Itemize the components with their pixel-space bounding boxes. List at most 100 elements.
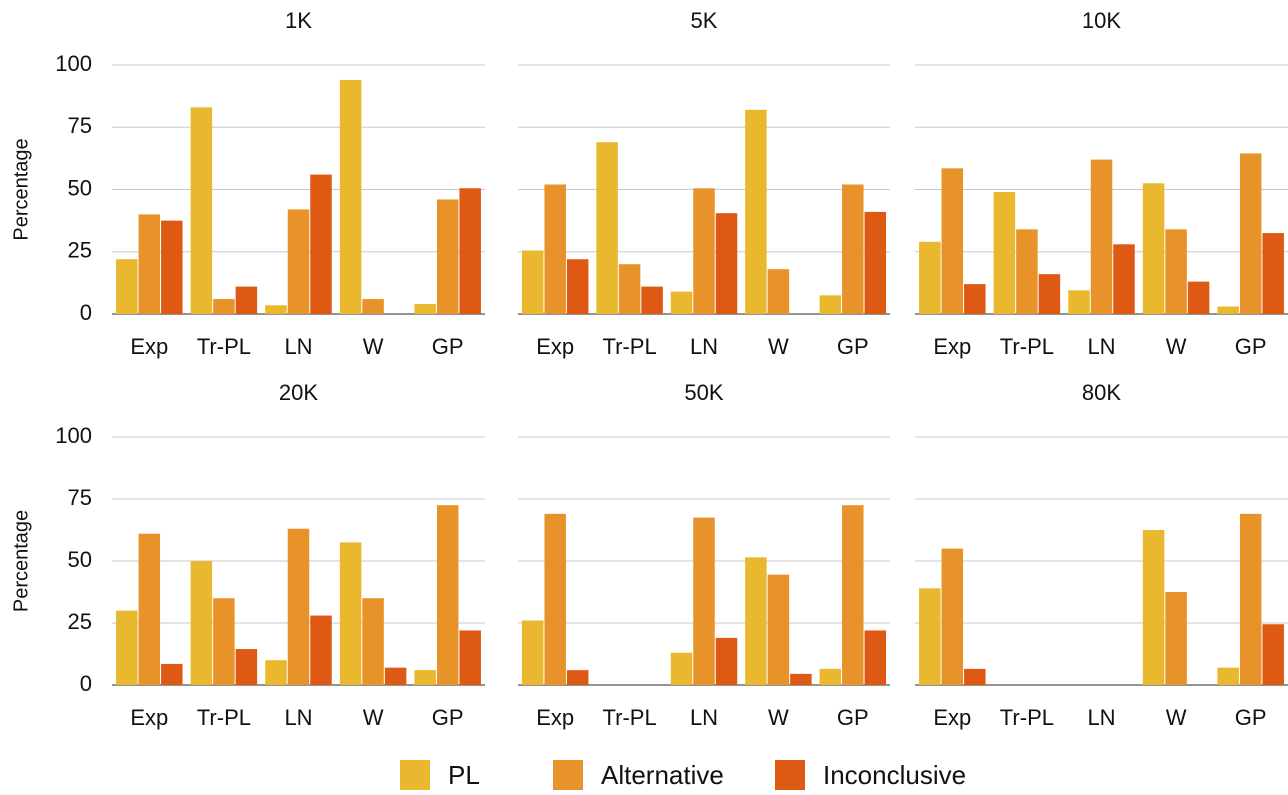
bar [161,663,183,685]
bar [544,513,566,685]
x-tick-label: GP [432,705,464,730]
x-tick-label: Exp [130,705,168,730]
bar [384,667,407,685]
x-tick-label: GP [837,334,869,359]
bar [1187,281,1210,314]
bar [1165,229,1187,314]
y-tick-label: 100 [55,423,92,448]
x-tick-label: Tr-PL [1000,334,1054,359]
legend-label: PL [448,760,480,790]
y-tick-label: 25 [68,609,92,634]
legend-swatch [775,760,805,790]
x-tick-label: LN [1087,705,1115,730]
x-tick-label: GP [1235,334,1267,359]
bar [414,304,436,314]
bar [1217,306,1239,314]
bar [287,528,310,685]
bar [693,517,715,685]
y-tick-label: 50 [68,547,92,572]
x-tick-label: LN [690,705,718,730]
x-tick-label: W [768,334,789,359]
y-tick-label: 25 [68,238,92,263]
bar [436,199,459,314]
x-tick-label: Tr-PL [603,705,657,730]
x-tick-label: Tr-PL [197,705,251,730]
x-tick-label: GP [837,705,869,730]
bar [310,174,332,314]
bar [566,670,589,685]
bar [362,598,384,685]
bar [693,188,715,314]
bar [919,588,941,685]
bar [310,615,332,685]
bar [287,209,310,314]
bar [521,620,544,685]
x-tick-label: GP [1235,705,1267,730]
bar [767,574,790,685]
bar [459,630,481,685]
legend-swatch [400,760,430,790]
x-tick-label: W [363,334,384,359]
bar [1113,244,1135,314]
bar [414,670,436,685]
bar [265,305,287,314]
bar [161,220,183,314]
x-tick-label: W [1166,334,1187,359]
bar [618,264,641,314]
y-tick-label: 50 [68,175,92,200]
bar [715,637,738,685]
bar [339,79,362,314]
bar [941,548,964,685]
chart-title: 10K [1082,8,1121,33]
x-tick-label: Exp [536,334,574,359]
bar [1068,290,1090,314]
chart-title: 1K [285,8,312,33]
bar [790,673,812,685]
chart-title: 50K [684,380,723,405]
bar [842,184,864,314]
bar [596,142,618,314]
x-tick-label: Tr-PL [603,334,657,359]
x-tick-label: W [768,705,789,730]
bar [235,649,258,685]
bar [1165,592,1187,685]
bar [745,557,767,685]
x-tick-label: W [1166,705,1187,730]
y-tick-label: 75 [68,485,92,510]
x-tick-label: Tr-PL [197,334,251,359]
bar [641,286,663,314]
bar [1142,530,1165,685]
bar [1262,233,1284,314]
bar [1262,624,1284,685]
y-tick-label: 100 [55,51,92,76]
bar [819,668,842,685]
bar [213,299,235,314]
x-tick-label: LN [1087,334,1115,359]
bar [544,184,566,314]
bar [138,214,161,314]
bar [993,191,1016,314]
x-tick-label: Exp [536,705,574,730]
bar [1038,274,1061,314]
legend-swatch [553,760,583,790]
bar [842,505,864,685]
bar [1016,229,1038,314]
bar [362,299,384,314]
x-tick-label: W [363,705,384,730]
legend-label: Inconclusive [823,760,966,790]
bar [1239,513,1262,685]
chart-title: 80K [1082,380,1121,405]
y-tick-label: 0 [80,671,92,696]
bar [265,660,287,685]
x-tick-label: LN [284,334,312,359]
y-axis-label: Percentage [10,510,32,612]
y-axis-label: Percentage [10,138,32,240]
legend-label: Alternative [601,760,724,790]
bar [235,286,258,314]
chart-title: 20K [279,380,318,405]
bar [459,188,481,314]
bar [190,107,213,314]
bar [964,668,986,685]
y-tick-label: 75 [68,113,92,138]
bar [670,291,693,314]
